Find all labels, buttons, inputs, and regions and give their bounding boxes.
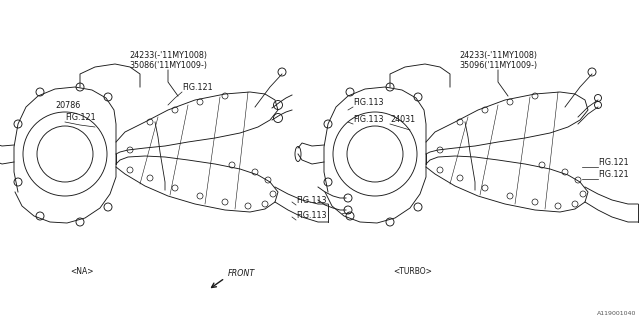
Text: FRONT: FRONT bbox=[228, 269, 255, 278]
Text: FIG.113: FIG.113 bbox=[353, 98, 383, 107]
Text: 20786: 20786 bbox=[55, 101, 80, 110]
Text: FIG.121: FIG.121 bbox=[65, 113, 95, 122]
Text: FIG.113: FIG.113 bbox=[296, 211, 326, 220]
Text: <NA>: <NA> bbox=[70, 267, 93, 276]
Text: 35096('11MY1009-): 35096('11MY1009-) bbox=[459, 61, 537, 70]
Text: FIG.113: FIG.113 bbox=[353, 115, 383, 124]
Text: A119001040: A119001040 bbox=[596, 311, 636, 316]
Text: 24233(-'11MY1008): 24233(-'11MY1008) bbox=[459, 51, 537, 60]
Text: 24031: 24031 bbox=[390, 115, 415, 124]
Text: FIG.113: FIG.113 bbox=[296, 196, 326, 205]
Text: 35086('11MY1009-): 35086('11MY1009-) bbox=[129, 61, 207, 70]
Text: FIG.121: FIG.121 bbox=[598, 158, 628, 167]
Text: FIG.121: FIG.121 bbox=[182, 83, 212, 92]
Text: 24233(-'11MY1008): 24233(-'11MY1008) bbox=[129, 51, 207, 60]
Text: <TURBO>: <TURBO> bbox=[394, 267, 433, 276]
Text: FIG.121: FIG.121 bbox=[598, 170, 628, 179]
